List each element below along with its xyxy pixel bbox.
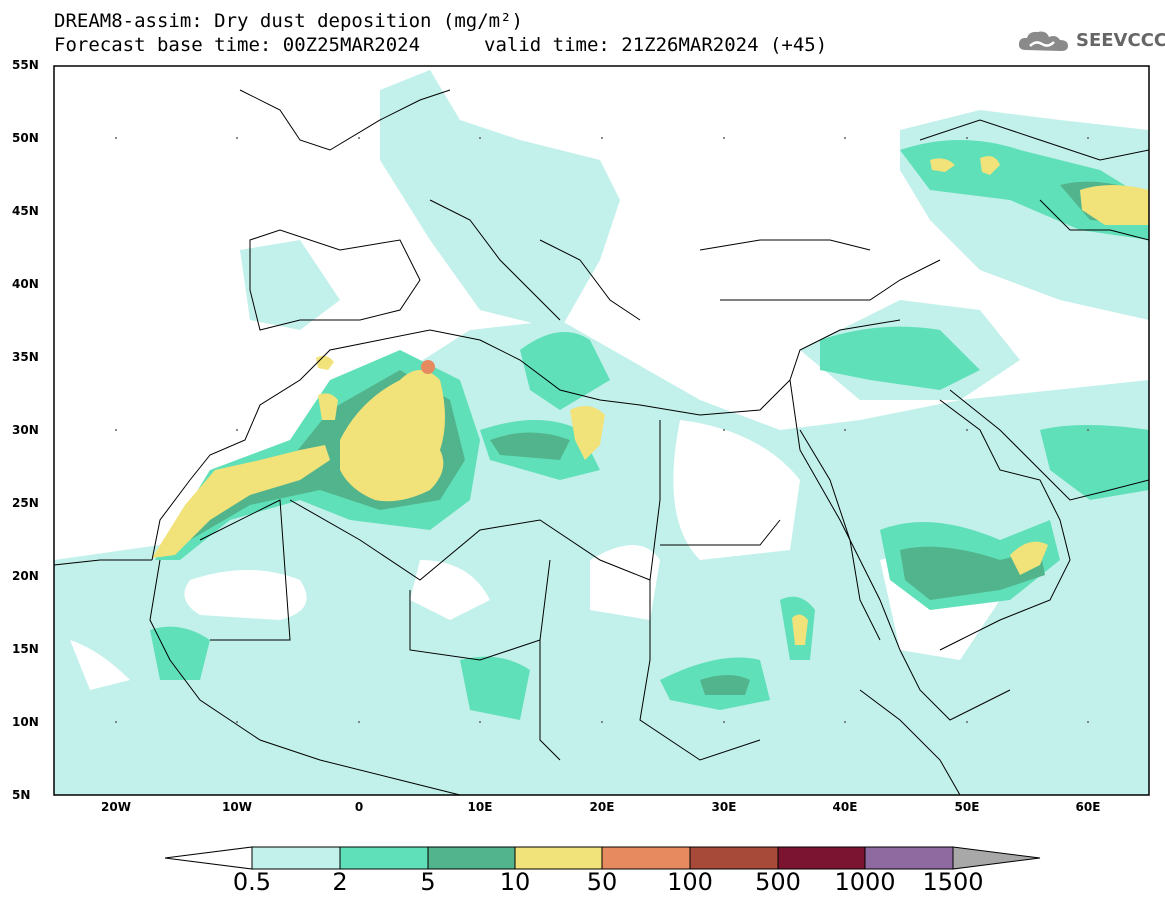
lat-label: 45N <box>12 204 39 218</box>
colorbar-label: 5 <box>420 868 436 896</box>
colorbar-label: 0.5 <box>232 868 272 896</box>
forecast-base-time: Forecast base time: 00Z25MAR2024 <box>54 34 421 56</box>
lat-label: 40N <box>12 277 39 291</box>
colorbar-swatch <box>339 846 429 870</box>
lat-label: 30N <box>12 423 39 437</box>
valid-time: valid time: 21Z26MAR2024 (+45) <box>484 34 828 56</box>
dust-layers <box>54 70 1149 795</box>
lat-label: 25N <box>12 496 39 510</box>
colorbar-swatch <box>514 846 603 870</box>
colorbar-swatch <box>601 846 691 870</box>
colorbar-label: 500 <box>755 868 801 896</box>
map-title: DREAM8-assim: Dry dust deposition (mg/m²… <box>54 10 523 32</box>
coastlines-borders <box>53 89 1150 796</box>
dust-level-peak <box>421 360 435 374</box>
lat-label: 55N <box>12 58 39 72</box>
colorbar-swatch <box>251 846 341 870</box>
seevccc-logo: SEEVCCC <box>1016 28 1165 56</box>
lat-label: 10N <box>12 715 39 729</box>
lat-label: 35N <box>12 350 39 364</box>
grid-dots <box>115 137 1089 723</box>
lat-label: 15N <box>12 642 39 656</box>
colorbar-over-arrow <box>952 846 1041 870</box>
lat-label: 50N <box>12 131 39 145</box>
lon-label: 20E <box>589 800 615 814</box>
colorbar-under-arrow <box>164 846 253 870</box>
lon-label: 0 <box>354 800 364 814</box>
colorbar-swatch <box>864 846 954 870</box>
lon-label: 20W <box>101 800 131 814</box>
lon-label: 60E <box>1075 800 1101 814</box>
dust-level-high <box>152 156 1149 645</box>
colorbar-label: 50 <box>586 868 618 896</box>
colorbar-label: 100 <box>667 868 713 896</box>
lon-label: 30E <box>711 800 737 814</box>
lon-label: 10W <box>222 800 252 814</box>
cloud-icon <box>1018 31 1068 51</box>
lon-label: 10E <box>467 800 493 814</box>
lat-label: 20N <box>12 569 39 583</box>
lon-label: 40E <box>832 800 858 814</box>
colorbar-label: 1000 <box>834 868 896 896</box>
colorbar-label: 1500 <box>922 868 984 896</box>
colorbar-label: 10 <box>499 868 531 896</box>
lon-label: 50E <box>954 800 980 814</box>
colorbar <box>164 846 1041 870</box>
lat-label: 5N <box>12 788 31 802</box>
map-frame <box>53 65 1150 796</box>
logo-text: SEEVCCC <box>1076 30 1165 51</box>
colorbar-swatch <box>777 846 866 870</box>
colorbar-swatch <box>689 846 779 870</box>
colorbar-label: 2 <box>332 868 348 896</box>
colorbar-swatch <box>427 846 516 870</box>
